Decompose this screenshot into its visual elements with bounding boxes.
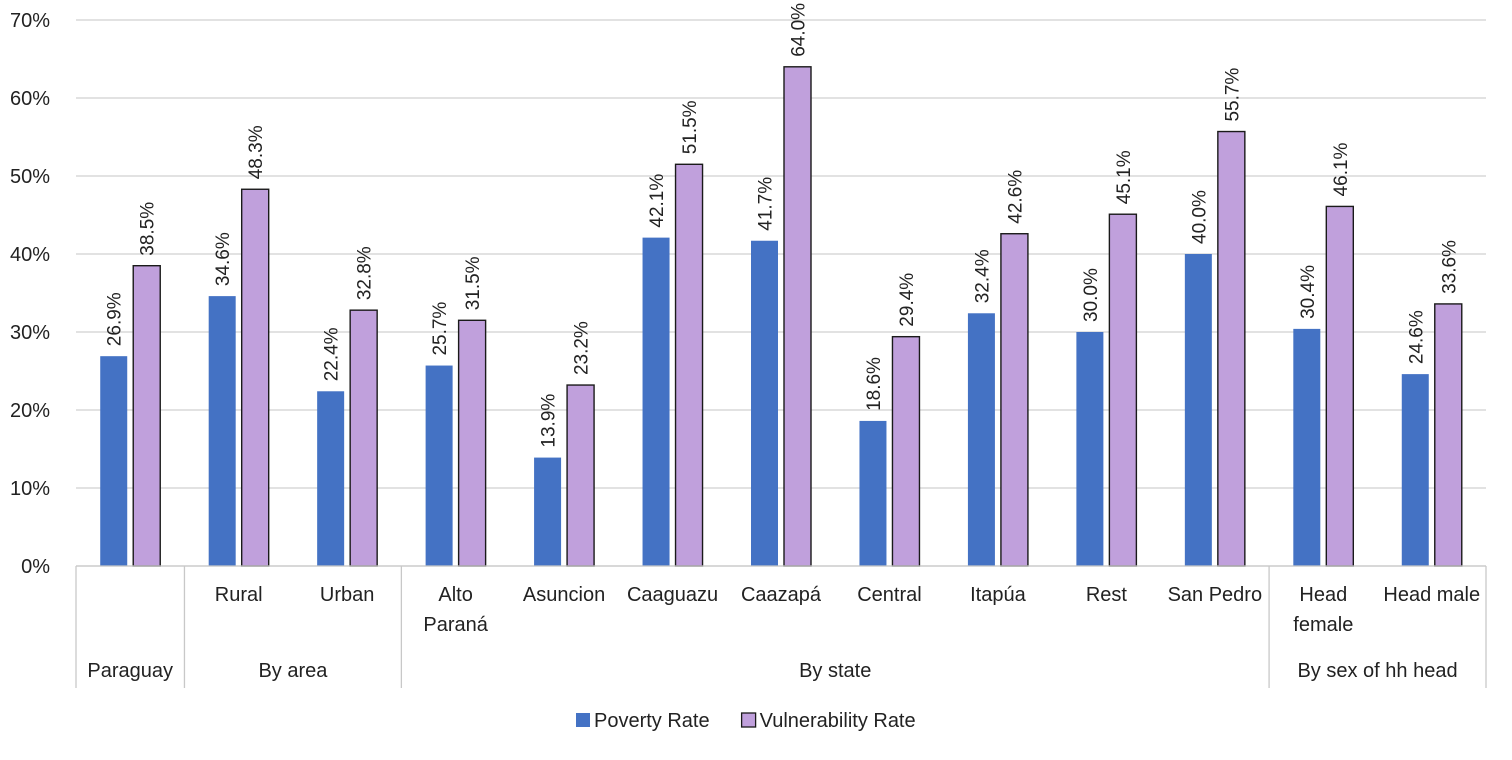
y-tick-label: 40% — [10, 244, 50, 266]
vulnerability-bar — [1217, 130, 1246, 567]
legend-label-vulnerability: Vulnerability Rate — [760, 710, 916, 732]
poverty-bar — [100, 356, 128, 566]
y-tick-label: 60% — [10, 88, 50, 110]
bars — [100, 66, 1463, 567]
vulnerability-data-label: 42.6% — [1005, 170, 1026, 224]
vulnerability-data-label: 33.6% — [1439, 240, 1460, 294]
poverty-bar — [859, 420, 887, 566]
x-axis: Rural Urban Alto Paraná Asuncion Caaguazu Caaz… — [75, 565, 1487, 688]
poverty-bar — [534, 457, 562, 566]
category-label: female — [1293, 614, 1353, 636]
poverty-data-label: 22.4% — [322, 327, 343, 381]
vulnerability-bar — [240, 188, 270, 567]
vulnerability-bar — [566, 384, 595, 567]
gridlines — [76, 19, 1486, 567]
poverty-data-label: 18.6% — [864, 357, 885, 411]
legend-swatch-poverty — [576, 713, 590, 727]
poverty-data-label: 25.7% — [430, 302, 451, 356]
vulnerability-data-label: 45.1% — [1114, 150, 1135, 204]
poverty-data-label: 34.6% — [213, 232, 234, 286]
category-label: Asuncion — [523, 584, 605, 606]
y-tick-label: 10% — [10, 478, 50, 500]
vulnerability-bar — [1108, 213, 1138, 567]
vulnerability-bar — [1000, 233, 1029, 567]
category-label: Alto — [438, 584, 472, 606]
y-axis-ticks: 0% 10% 20% 30% 40% 50% 60% 70% — [10, 10, 50, 578]
vulnerability-data-label: 32.8% — [355, 246, 376, 300]
legend-label-poverty: Poverty Rate — [594, 710, 710, 732]
category-label: Central — [857, 584, 921, 606]
category-label: Rural — [215, 584, 263, 606]
poverty-bar — [425, 365, 453, 566]
vulnerability-data-label: 64.0% — [789, 3, 810, 57]
poverty-data-label: 40.0% — [1189, 190, 1210, 244]
vulnerability-data-label: 51.5% — [680, 100, 701, 154]
data-labels: 26.9% 38.5% 34.6% 48.3% 22.4% 32.8% 25.7% 31.5%… — [105, 3, 1461, 448]
vulnerability-data-label: 46.1% — [1331, 142, 1352, 196]
group-label: By state — [799, 660, 871, 682]
group-label: By sex of hh head — [1297, 660, 1457, 682]
y-tick-label: 70% — [10, 10, 50, 32]
category-label: Head male — [1383, 584, 1480, 606]
vulnerability-data-label: 38.5% — [138, 202, 159, 256]
poverty-bar — [751, 240, 778, 567]
category-label: Head — [1299, 584, 1347, 606]
y-tick-label: 30% — [10, 322, 50, 344]
vulnerability-bar — [891, 335, 921, 567]
poverty-data-label: 13.9% — [539, 394, 560, 448]
y-tick-label: 0% — [21, 556, 50, 578]
category-label: Paraná — [423, 614, 488, 636]
category-label: San Pedro — [1168, 584, 1263, 606]
vulnerability-bar — [1325, 205, 1355, 567]
vulnerability-bar — [132, 265, 161, 567]
vulnerability-data-label: 23.2% — [572, 321, 593, 375]
vulnerability-data-label: 29.4% — [897, 273, 918, 327]
category-label: Rest — [1086, 584, 1128, 606]
vulnerability-data-label: 31.5% — [463, 256, 484, 310]
poverty-data-label: 26.9% — [105, 292, 126, 346]
group-label: By area — [258, 660, 328, 682]
vulnerability-bar — [349, 309, 378, 567]
vulnerability-data-label: 48.3% — [246, 125, 267, 179]
y-tick-label: 50% — [10, 166, 50, 188]
poverty-bar — [317, 391, 345, 566]
poverty-bar — [1401, 374, 1429, 566]
category-label: Caaguazu — [627, 584, 718, 606]
poverty-data-label: 41.7% — [756, 177, 777, 231]
poverty-data-label: 42.1% — [647, 174, 668, 228]
poverty-data-label: 30.4% — [1298, 265, 1319, 319]
vulnerability-data-label: 55.7% — [1222, 68, 1243, 122]
group-label: Paraguay — [87, 660, 173, 682]
vulnerability-bar — [674, 163, 704, 567]
vulnerability-bar — [457, 319, 487, 567]
poverty-bar — [208, 296, 236, 566]
vulnerability-bar — [1434, 303, 1463, 567]
poverty-data-label: 24.6% — [1406, 310, 1427, 364]
poverty-bar — [1293, 328, 1321, 566]
poverty-data-label: 32.4% — [972, 249, 993, 303]
category-label: Caazapá — [741, 584, 822, 606]
poverty-data-label: 30.0% — [1081, 268, 1102, 322]
legend-swatch-vulnerability — [740, 712, 757, 728]
poverty-bar — [642, 237, 670, 566]
category-label: Itapúa — [970, 584, 1026, 606]
vulnerability-bar — [783, 66, 812, 567]
poverty-bar — [967, 313, 995, 566]
category-label: Urban — [320, 584, 374, 606]
poverty-bar — [1076, 332, 1104, 566]
y-tick-label: 20% — [10, 400, 50, 422]
poverty-bar — [1184, 254, 1212, 566]
legend: Poverty Rate Vulnerability Rate — [576, 710, 916, 732]
